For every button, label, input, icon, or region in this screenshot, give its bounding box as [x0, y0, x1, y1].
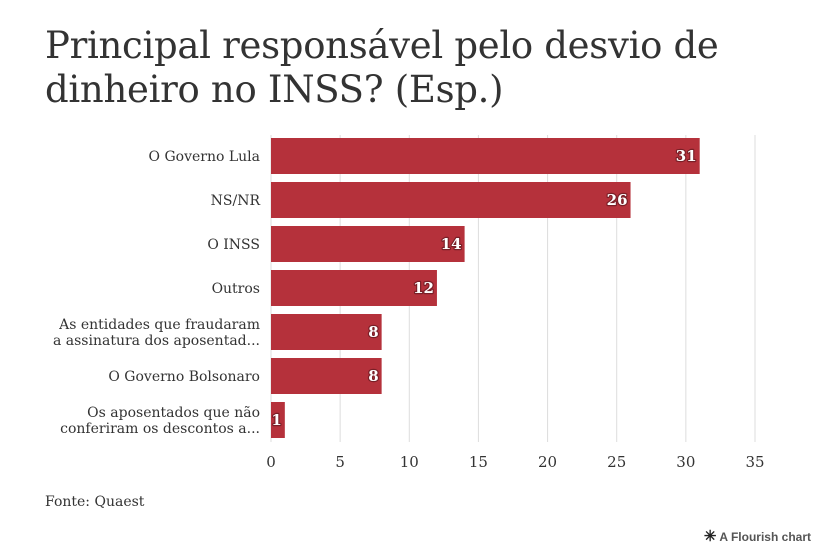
- flourish-asterisk-icon: ✳: [703, 528, 717, 545]
- bars: [271, 138, 700, 438]
- bar[interactable]: [271, 182, 631, 218]
- x-tick-label: 5: [335, 453, 345, 471]
- credit-label: A Flourish chart: [719, 530, 811, 544]
- category-label: O INSS: [207, 237, 260, 253]
- chart-title: Principal responsável pelo desvio de din…: [45, 24, 719, 111]
- category-label: conferiram os descontos a...: [60, 421, 260, 437]
- category-label: O Governo Lula: [149, 149, 260, 165]
- x-tick-label: 30: [676, 453, 695, 471]
- x-tick-label: 20: [538, 453, 557, 471]
- value-label: 14: [441, 235, 462, 253]
- category-labels: O Governo Lula NS/NR O INSS Outros As entida…: [53, 149, 260, 437]
- x-tick-label: 10: [400, 453, 419, 471]
- x-tick-label: 0: [266, 453, 276, 471]
- x-tick-label: 15: [469, 453, 488, 471]
- category-label: Outros: [212, 281, 260, 297]
- value-label: 8: [368, 367, 378, 385]
- source-note: Fonte: Quaest: [45, 494, 145, 510]
- category-label: NS/NR: [211, 193, 261, 209]
- value-label: 8: [368, 323, 378, 341]
- value-label: 1: [271, 411, 281, 429]
- category-label: O Governo Bolsonaro: [108, 369, 260, 385]
- category-label: Os aposentados que não: [87, 405, 260, 421]
- bar[interactable]: [271, 270, 437, 306]
- x-tick-label: 35: [745, 453, 764, 471]
- bar[interactable]: [271, 358, 382, 394]
- value-label: 12: [413, 279, 434, 297]
- value-label: 26: [607, 191, 628, 209]
- category-label: a assinatura dos aposentad...: [53, 333, 260, 349]
- category-label: As entidades que fraudaram: [58, 317, 260, 333]
- value-label: 31: [676, 147, 697, 165]
- bar[interactable]: [271, 226, 465, 262]
- value-labels: 31 26 14 12 8 8 1: [270, 146, 698, 430]
- bar[interactable]: [271, 402, 285, 438]
- bar[interactable]: [271, 314, 382, 350]
- x-axis-ticks: 0 5 10 15 20 25 30 35: [266, 453, 764, 471]
- flourish-credit[interactable]: ✳ A Flourish chart: [703, 528, 811, 545]
- bar[interactable]: [271, 138, 700, 174]
- x-tick-label: 25: [607, 453, 626, 471]
